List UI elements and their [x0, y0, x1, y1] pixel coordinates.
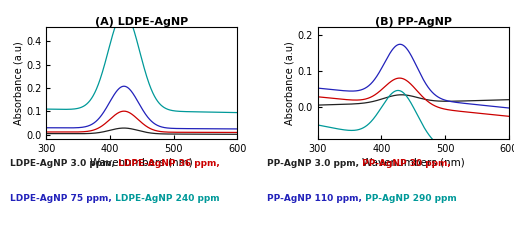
X-axis label: Wavenumbers (nm): Wavenumbers (nm) [362, 157, 465, 167]
Text: LDPE-AgNP 3.0 ppm,: LDPE-AgNP 3.0 ppm, [10, 159, 115, 168]
Text: PP-AgNP 290 ppm: PP-AgNP 290 ppm [362, 194, 457, 203]
Text: PP-AgNP 3.0 ppm,: PP-AgNP 3.0 ppm, [267, 159, 359, 168]
Title: (B) PP-AgNP: (B) PP-AgNP [375, 17, 452, 27]
Text: LDPE-AgNP 36 ppm,: LDPE-AgNP 36 ppm, [115, 159, 220, 168]
Title: (A) LDPE-AgNP: (A) LDPE-AgNP [95, 17, 189, 27]
Text: LDPE-AgNP 240 ppm: LDPE-AgNP 240 ppm [112, 194, 219, 203]
X-axis label: Wavenumbers (nm): Wavenumbers (nm) [90, 157, 193, 167]
Y-axis label: Absorbance (a.u): Absorbance (a.u) [13, 42, 23, 125]
Text: LDPE-AgNP 75 ppm,: LDPE-AgNP 75 ppm, [10, 194, 112, 203]
Text: PP-AgNP 110 ppm,: PP-AgNP 110 ppm, [267, 194, 362, 203]
Text: PP-AgNP 30 ppm,: PP-AgNP 30 ppm, [359, 159, 451, 168]
Y-axis label: Absorbance (a.u): Absorbance (a.u) [285, 42, 295, 125]
